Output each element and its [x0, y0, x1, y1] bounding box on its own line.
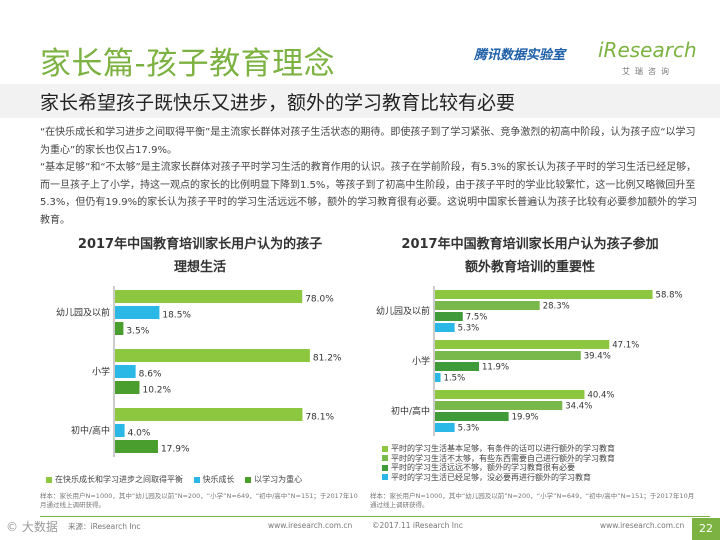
iresearch-logo: iResearch — [598, 38, 697, 62]
chart1-value-label: 81.2% — [313, 354, 342, 364]
chart1-category-label: 初中/高中 — [71, 425, 110, 437]
chart2-sample-note: 样本：家长用户N=1000，其中“幼儿园及以前”N=200，“小学”N=649，… — [370, 492, 695, 509]
chart1-value-label: 78.0% — [305, 295, 334, 305]
chart1-value-label: 17.9% — [161, 445, 190, 455]
chart2-category-label: 初中/高中 — [391, 405, 430, 417]
chart2-value-label: 1.5% — [444, 374, 466, 384]
chart1-legend-label-1: 快乐成长 — [202, 475, 235, 484]
chart2-category-label: 幼儿园及以前 — [376, 305, 430, 317]
chart1-legend-label-0: 在快乐成长和学习进步之间取得平衡 — [55, 475, 183, 484]
chart2-value-label: 5.3% — [458, 324, 480, 334]
chart1-category-label: 幼儿园及以前 — [56, 307, 110, 319]
chart2-title: 2017年中国教育培训家长用户认为孩子参加 额外教育培训的重要性 — [370, 233, 690, 279]
page-subtitle: 家长希望孩子既快乐又进步，额外的学习教育比较有必要 — [40, 92, 516, 114]
chart1-bar — [115, 440, 158, 453]
chart1-legend-swatch-0 — [46, 476, 52, 483]
chart2-legend-label-1: 平时的学习生活不太够，有些东西需要自己进行额外的学习教育 — [391, 453, 615, 463]
chart2-value-label: 39.4% — [584, 352, 611, 362]
chart2-legend-item-1: 平时的学习生活不太够，有些东西需要自己进行额外的学习教育 — [382, 454, 615, 464]
footer-divider — [40, 516, 710, 517]
chart1-value-label: 10.2% — [142, 386, 171, 396]
chart2-bar — [435, 362, 480, 371]
chart2-value-label: 58.8% — [656, 291, 683, 301]
chart1-legend-label-2: 以学习为重心 — [254, 475, 303, 484]
footer-source-left: 来源：iResearch Inc — [68, 522, 141, 531]
chart1-value-label: 8.6% — [139, 370, 162, 380]
chart2-legend-label-2: 平时的学习生活远远不够，额外的学习教育很有必要 — [391, 463, 575, 472]
intro-paragraph-1: “在快乐成长和学习进步之间取得平衡”是主流家长群体对孩子生活状态的期待。即使孩子… — [40, 127, 696, 156]
chart2-value-label: 5.3% — [458, 424, 480, 434]
chart1-legend: 在快乐成长和学习进步之间取得平衡 快乐成长 以学习为重心 — [46, 474, 310, 485]
chart1-value-label: 3.5% — [126, 327, 149, 337]
chart2-bar — [435, 351, 581, 360]
chart2-category-label: 小学 — [412, 355, 430, 367]
intro-paragraph-2: “基本足够”和“不太够”是主流家长群体对孩子平时学习生活的教育作用的认识。孩子在… — [40, 162, 698, 226]
chart2-value-label: 19.9% — [512, 413, 539, 423]
footer-url-right: www.iresearch.com.cn — [600, 521, 685, 530]
footer-copyright-right: ©2017.11 iResearch Inc — [372, 521, 463, 530]
chart2-bar — [435, 390, 585, 399]
chart2-bar — [435, 323, 455, 332]
subtitle-band — [0, 84, 720, 118]
chart2-bar — [435, 423, 455, 432]
chart2-bar — [435, 401, 563, 410]
chart2-legend-swatch-2 — [382, 464, 388, 471]
tencent-data-lab-logo: 腾讯数据实验室 — [474, 48, 566, 63]
chart1-legend-item-0: 在快乐成长和学习进步之间取得平衡 — [46, 475, 183, 484]
chart2-value-label: 47.1% — [612, 341, 639, 351]
chart1-bar — [115, 424, 125, 437]
chart2-bar — [435, 301, 540, 310]
chart2-bar — [435, 373, 441, 382]
chart1-title-line1: 2017年中国教育培训家长用户认为的孩子 — [77, 237, 323, 252]
chart2-legend-label-3: 平时的学习生活已经足够，没必要再进行额外的学习教育 — [391, 472, 591, 482]
footer-url-left: www.iresearch.com.cn — [268, 521, 353, 530]
page-number: 22 — [692, 518, 720, 540]
chart1-category-label: 小学 — [92, 366, 110, 378]
chart1-legend-item-1: 快乐成长 — [193, 475, 235, 484]
chart2-legend-item-3: 平时的学习生活已经足够，没必要再进行额外的学习教育 — [382, 473, 615, 483]
chart1-bar-chart: 幼儿园及以前 78.0% 18.5% 3.5% 小学 81.2% 8.6% 10.2% 初中/高… — [56, 286, 342, 457]
chart1-legend-swatch-1 — [193, 476, 200, 483]
chart2-legend-swatch-0 — [382, 445, 388, 452]
chart2-value-label: 34.4% — [565, 402, 592, 412]
chart2-bar — [435, 412, 509, 421]
chart2-bar — [435, 312, 463, 321]
chart2-bar-chart: 幼儿园及以前58.8%28.3%7.5%5.3%小学47.1%39.4%11.9… — [376, 286, 683, 436]
chart1-title: 2017年中国教育培训家长用户认为的孩子 理想生活 — [40, 233, 360, 279]
chart1-legend-swatch-2 — [245, 476, 252, 483]
chart1-value-label: 18.5% — [162, 311, 191, 321]
chart1-legend-item-2: 以学习为重心 — [245, 475, 302, 484]
chart1-value-label: 78.1% — [305, 413, 334, 423]
chart1-bar — [115, 322, 124, 335]
chart2-legend-swatch-3 — [382, 474, 388, 480]
chart2-bar — [435, 290, 653, 299]
chart1-title-line2: 理想生活 — [173, 260, 226, 275]
chart1-bar — [115, 349, 310, 362]
chart1-bar — [115, 365, 136, 378]
chart2-legend: 平时的学习生活基本足够，有条件的话可以进行额外的学习教育 平时的学习生活不太够，… — [382, 444, 615, 482]
chart2-legend-label-0: 平时的学习生活基本足够，有条件的话可以进行额外的学习教育 — [391, 444, 615, 453]
chart1-value-label: 4.0% — [128, 429, 151, 439]
chart2-value-label: 7.5% — [466, 313, 488, 323]
chart2-legend-item-2: 平时的学习生活远远不够，额外的学习教育很有必要 — [382, 463, 615, 473]
chart2-value-label: 40.4% — [587, 391, 614, 401]
chart1-bar — [115, 408, 303, 421]
chart2-legend-swatch-1 — [382, 455, 388, 461]
chart1-bar — [115, 290, 303, 303]
chart2-legend-item-0: 平时的学习生活基本足够，有条件的话可以进行额外的学习教育 — [382, 444, 615, 454]
iresearch-logo-subtitle: 艾瑞咨询 — [622, 67, 674, 76]
chart2-value-label: 11.9% — [482, 363, 509, 373]
chart1-sample-note: 样本：家长用户N=1000，其中“幼儿园及以前”N=200，“小学”N=649，… — [40, 492, 358, 509]
chart1-bar — [115, 306, 160, 319]
chart2-value-label: 28.3% — [543, 302, 570, 312]
watermark: © 大数据 — [6, 520, 58, 534]
page-title: 家长篇-孩子教育理念 — [40, 46, 336, 82]
chart2-bar — [435, 340, 610, 349]
chart2-title-line1: 2017年中国教育培训家长用户认为孩子参加 — [401, 237, 659, 252]
chart1-bar — [115, 381, 140, 394]
chart2-title-line2: 额外教育培训的重要性 — [464, 260, 595, 275]
